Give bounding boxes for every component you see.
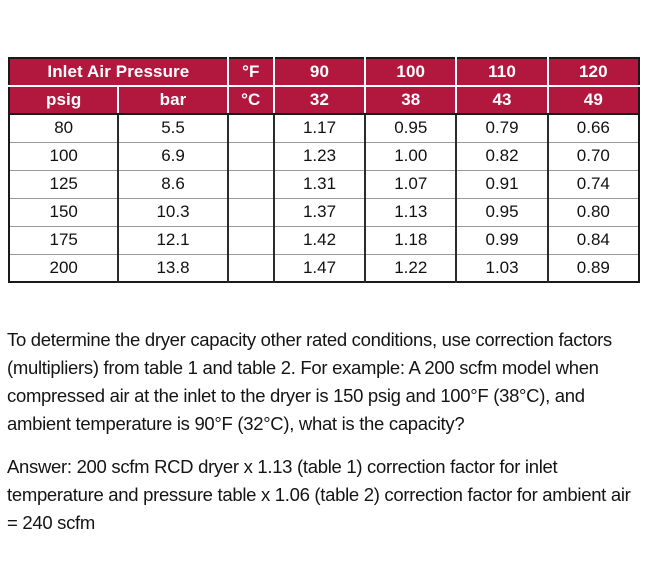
bar-header: bar xyxy=(118,86,229,115)
bar-value: 13.8 xyxy=(118,254,229,282)
deg-spacer xyxy=(227,198,275,227)
psig-value: 80 xyxy=(9,114,120,143)
temp-c-49: 49 xyxy=(547,86,639,115)
correction-factor-table: Inlet Air Pressure °F 90 100 110 120 psi… xyxy=(8,57,640,283)
table-row: 150 10.3 1.37 1.13 0.95 0.80 xyxy=(9,198,639,227)
answer-paragraph: Answer: 200 scfm RCD dryer x 1.13 (table… xyxy=(7,453,631,537)
temp-c-43: 43 xyxy=(456,86,549,115)
deg-f-header: °F xyxy=(227,58,275,87)
bar-value: 5.5 xyxy=(118,114,229,143)
paragraph-line: compressed air at the inlet to the dryer… xyxy=(7,385,585,406)
factor-value: 1.47 xyxy=(273,254,367,282)
temp-c-38: 38 xyxy=(365,86,458,115)
factor-value: 1.17 xyxy=(273,114,367,143)
bar-value: 10.3 xyxy=(118,198,229,227)
psig-value: 175 xyxy=(9,226,120,255)
table-body: 80 5.5 1.17 0.95 0.79 0.66 100 6.9 1.23 … xyxy=(9,114,639,282)
factor-value: 1.37 xyxy=(273,198,367,227)
factor-value: 1.22 xyxy=(365,254,458,282)
temp-c-32: 32 xyxy=(273,86,367,115)
factor-value: 1.00 xyxy=(365,142,458,171)
factor-value: 0.89 xyxy=(547,254,639,282)
temp-f-90: 90 xyxy=(273,58,367,87)
inlet-air-pressure-header: Inlet Air Pressure xyxy=(9,58,229,87)
factor-value: 0.84 xyxy=(547,226,639,255)
factor-value: 0.79 xyxy=(456,114,549,143)
bar-value: 8.6 xyxy=(118,170,229,199)
paragraph-line: Answer: 200 scfm RCD dryer x 1.13 (table… xyxy=(7,456,558,477)
table-row: 175 12.1 1.42 1.18 0.99 0.84 xyxy=(9,226,639,255)
table-row: 200 13.8 1.47 1.22 1.03 0.89 xyxy=(9,254,639,282)
factor-value: 1.03 xyxy=(456,254,549,282)
table-header: Inlet Air Pressure °F 90 100 110 120 psi… xyxy=(9,58,639,115)
table-row: 80 5.5 1.17 0.95 0.79 0.66 xyxy=(9,114,639,143)
paragraph-line: ambient temperature is 90°F (32°C), what… xyxy=(7,413,465,434)
deg-spacer xyxy=(227,254,275,282)
deg-spacer xyxy=(227,226,275,255)
bar-value: 6.9 xyxy=(118,142,229,171)
psig-value: 150 xyxy=(9,198,120,227)
temp-f-100: 100 xyxy=(365,58,458,87)
deg-spacer xyxy=(227,114,275,143)
psig-header: psig xyxy=(9,86,120,115)
factor-value: 0.70 xyxy=(547,142,639,171)
factor-value: 0.95 xyxy=(365,114,458,143)
psig-value: 100 xyxy=(9,142,120,171)
instructions-paragraph: To determine the dryer capacity other ra… xyxy=(7,326,612,438)
factor-value: 1.31 xyxy=(273,170,367,199)
table-row: 100 6.9 1.23 1.00 0.82 0.70 xyxy=(9,142,639,171)
temp-f-120: 120 xyxy=(547,58,639,87)
deg-spacer xyxy=(227,142,275,171)
factor-value: 0.99 xyxy=(456,226,549,255)
header-row-fahrenheit: Inlet Air Pressure °F 90 100 110 120 xyxy=(9,58,639,87)
deg-spacer xyxy=(227,170,275,199)
factor-value: 0.66 xyxy=(547,114,639,143)
factor-value: 0.91 xyxy=(456,170,549,199)
factor-value: 1.13 xyxy=(365,198,458,227)
paragraph-line: = 240 scfm xyxy=(7,512,96,533)
factor-value: 0.95 xyxy=(456,198,549,227)
factor-value: 1.42 xyxy=(273,226,367,255)
paragraph-line: temperature and pressure table x 1.06 (t… xyxy=(7,484,631,505)
psig-value: 200 xyxy=(9,254,120,282)
factor-value: 1.18 xyxy=(365,226,458,255)
table-row: 125 8.6 1.31 1.07 0.91 0.74 xyxy=(9,170,639,199)
psig-value: 125 xyxy=(9,170,120,199)
factor-value: 1.23 xyxy=(273,142,367,171)
factor-value: 0.82 xyxy=(456,142,549,171)
deg-c-header: °C xyxy=(227,86,275,115)
factor-value: 1.07 xyxy=(365,170,458,199)
paragraph-line: (multipliers) from table 1 and table 2. … xyxy=(7,357,599,378)
temp-f-110: 110 xyxy=(456,58,549,87)
paragraph-line: To determine the dryer capacity other ra… xyxy=(7,329,612,350)
factor-value: 0.80 xyxy=(547,198,639,227)
bar-value: 12.1 xyxy=(118,226,229,255)
factor-value: 0.74 xyxy=(547,170,639,199)
header-row-celsius: psig bar °C 32 38 43 49 xyxy=(9,86,639,115)
